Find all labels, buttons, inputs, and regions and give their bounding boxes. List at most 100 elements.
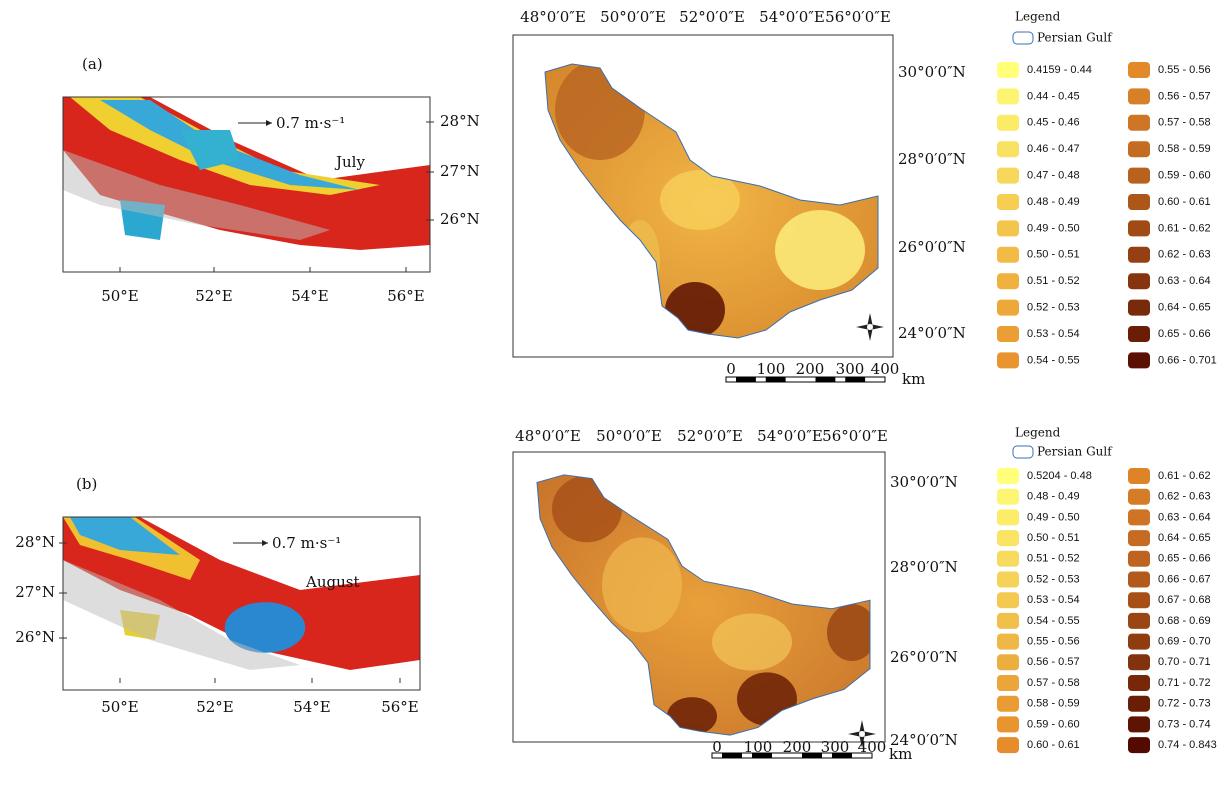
lon-tick-label: 52°E <box>196 698 234 716</box>
legend-swatch <box>1128 326 1150 342</box>
legend-swatch <box>997 114 1019 131</box>
legend-swatch <box>1128 654 1150 671</box>
legend-swatch <box>1128 299 1150 316</box>
scale-unit: km <box>902 370 925 388</box>
scale-bar-seg <box>752 753 772 758</box>
legend-label: 0.51 - 0.52 <box>1027 553 1080 565</box>
legend-label: 0.58 - 0.59 <box>1158 143 1211 155</box>
lat-tick-label: 30°0′0″N <box>890 473 958 491</box>
legend-swatch <box>1128 530 1150 547</box>
legend-swatch <box>1128 352 1150 369</box>
scale-label: 400 <box>871 360 900 378</box>
legend-label: 0.73 - 0.74 <box>1158 718 1211 730</box>
legend-swatch <box>997 509 1019 526</box>
legend-swatch <box>997 571 1019 588</box>
scale-bar-seg <box>845 377 866 382</box>
month-label: July <box>334 153 365 171</box>
legend-label: 0.52 - 0.53 <box>1027 573 1080 585</box>
legend-title: Legend <box>1015 426 1061 440</box>
legend-label: 0.46 - 0.47 <box>1027 143 1080 155</box>
legend-label: 0.54 - 0.55 <box>1027 354 1080 366</box>
legend-label: 0.53 - 0.54 <box>1027 594 1080 606</box>
legend-swatch <box>997 468 1019 484</box>
scale-label: 200 <box>796 360 825 378</box>
lon-tick-label: 54°E <box>291 287 329 305</box>
scale-bar-seg <box>815 377 836 382</box>
lat-tick-label: 26°0′0″N <box>898 238 966 256</box>
legend-swatch <box>997 326 1019 342</box>
lon-tick-label: 50°E <box>101 287 139 305</box>
legend-swatch <box>1128 88 1150 105</box>
lon-tick-label: 48°0′0″E <box>515 427 581 445</box>
legend-label: 0.48 - 0.49 <box>1027 196 1080 208</box>
legend-title: Legend <box>1015 10 1061 24</box>
legend-label: 0.71 - 0.72 <box>1158 677 1211 689</box>
legend-swatch <box>1128 194 1150 210</box>
lon-tick-label: 56°0′0″E <box>825 8 891 26</box>
legend-label: 0.54 - 0.55 <box>1027 615 1080 627</box>
legend-swatch <box>997 695 1019 712</box>
legend-layer-swatch <box>1012 31 1034 45</box>
legend-swatch <box>997 167 1019 184</box>
legend-swatch <box>997 62 1019 78</box>
legend-label: 0.62 - 0.63 <box>1158 249 1211 261</box>
legend-swatch <box>1128 220 1150 237</box>
legend-swatch <box>997 352 1019 369</box>
north-arrow <box>848 720 876 748</box>
lon-tick-label: 52°0′0″E <box>679 8 745 26</box>
legend-label: 0.59 - 0.60 <box>1027 718 1080 730</box>
legend-layer: Persian Gulf <box>1037 445 1113 459</box>
legend-swatch <box>1128 716 1150 733</box>
legend-swatch <box>1128 246 1150 263</box>
legend-swatch <box>997 273 1019 290</box>
legend-label: 0.60 - 0.61 <box>1158 196 1211 208</box>
legend-label: 0.64 - 0.65 <box>1158 532 1211 544</box>
legend-label: 0.47 - 0.48 <box>1027 170 1080 182</box>
lat-tick-label: 24°0′0″N <box>898 324 966 342</box>
legend-label: 0.63 - 0.64 <box>1158 511 1211 523</box>
legend-swatch <box>1128 62 1150 78</box>
legend-label: 0.70 - 0.71 <box>1158 656 1211 668</box>
legend-swatch <box>997 592 1019 609</box>
lat-tick-label: 26°0′0″N <box>890 648 958 666</box>
legend-label: 0.68 - 0.69 <box>1158 615 1211 627</box>
legend-swatch <box>1128 612 1150 629</box>
gulf-map-b <box>536 474 871 736</box>
lat-tick-label: 28°N <box>440 112 480 130</box>
legend-swatch <box>1128 273 1150 290</box>
legend-swatch <box>997 88 1019 105</box>
lat-tick-label: 28°0′0″N <box>898 150 966 168</box>
map-frame <box>512 451 886 743</box>
legend-label: 0.65 - 0.66 <box>1158 328 1211 340</box>
legend-label: 0.49 - 0.50 <box>1027 511 1080 523</box>
legend-label: 0.52 - 0.53 <box>1027 302 1080 314</box>
legend-swatch <box>997 716 1019 733</box>
legend-swatch <box>1128 550 1150 567</box>
legend-swatch <box>1128 592 1150 609</box>
map-frame <box>512 34 894 358</box>
current-map-b <box>62 516 421 691</box>
legend-label: 0.5204 - 0.48 <box>1027 470 1092 482</box>
scale-label: 0 <box>726 360 736 378</box>
lat-tick-label: 24°0′0″N <box>890 731 958 749</box>
lon-tick-label: 48°0′0″E <box>520 8 586 26</box>
legend-label: 0.62 - 0.63 <box>1158 491 1211 503</box>
legend-label: 0.49 - 0.50 <box>1027 222 1080 234</box>
legend-swatch <box>997 530 1019 547</box>
legend-label: 0.57 - 0.58 <box>1027 677 1080 689</box>
legend-label: 0.44 - 0.45 <box>1027 90 1080 102</box>
legend-swatch <box>997 488 1019 505</box>
lat-tick-label: 27°N <box>440 162 480 180</box>
legend-label: 0.50 - 0.51 <box>1027 532 1080 544</box>
scale-bar <box>711 752 873 759</box>
legend-label: 0.53 - 0.54 <box>1027 328 1080 340</box>
legend-label: 0.50 - 0.51 <box>1027 249 1080 261</box>
scale-label: 300 <box>821 738 850 756</box>
scale-bar-seg <box>722 753 742 758</box>
legend-swatch <box>1128 571 1150 588</box>
scale-bar-seg <box>832 753 852 758</box>
legend-label: 0.45 - 0.46 <box>1027 117 1080 129</box>
legend-swatch <box>997 633 1019 650</box>
lat-tick-label: 26°N <box>15 628 55 646</box>
